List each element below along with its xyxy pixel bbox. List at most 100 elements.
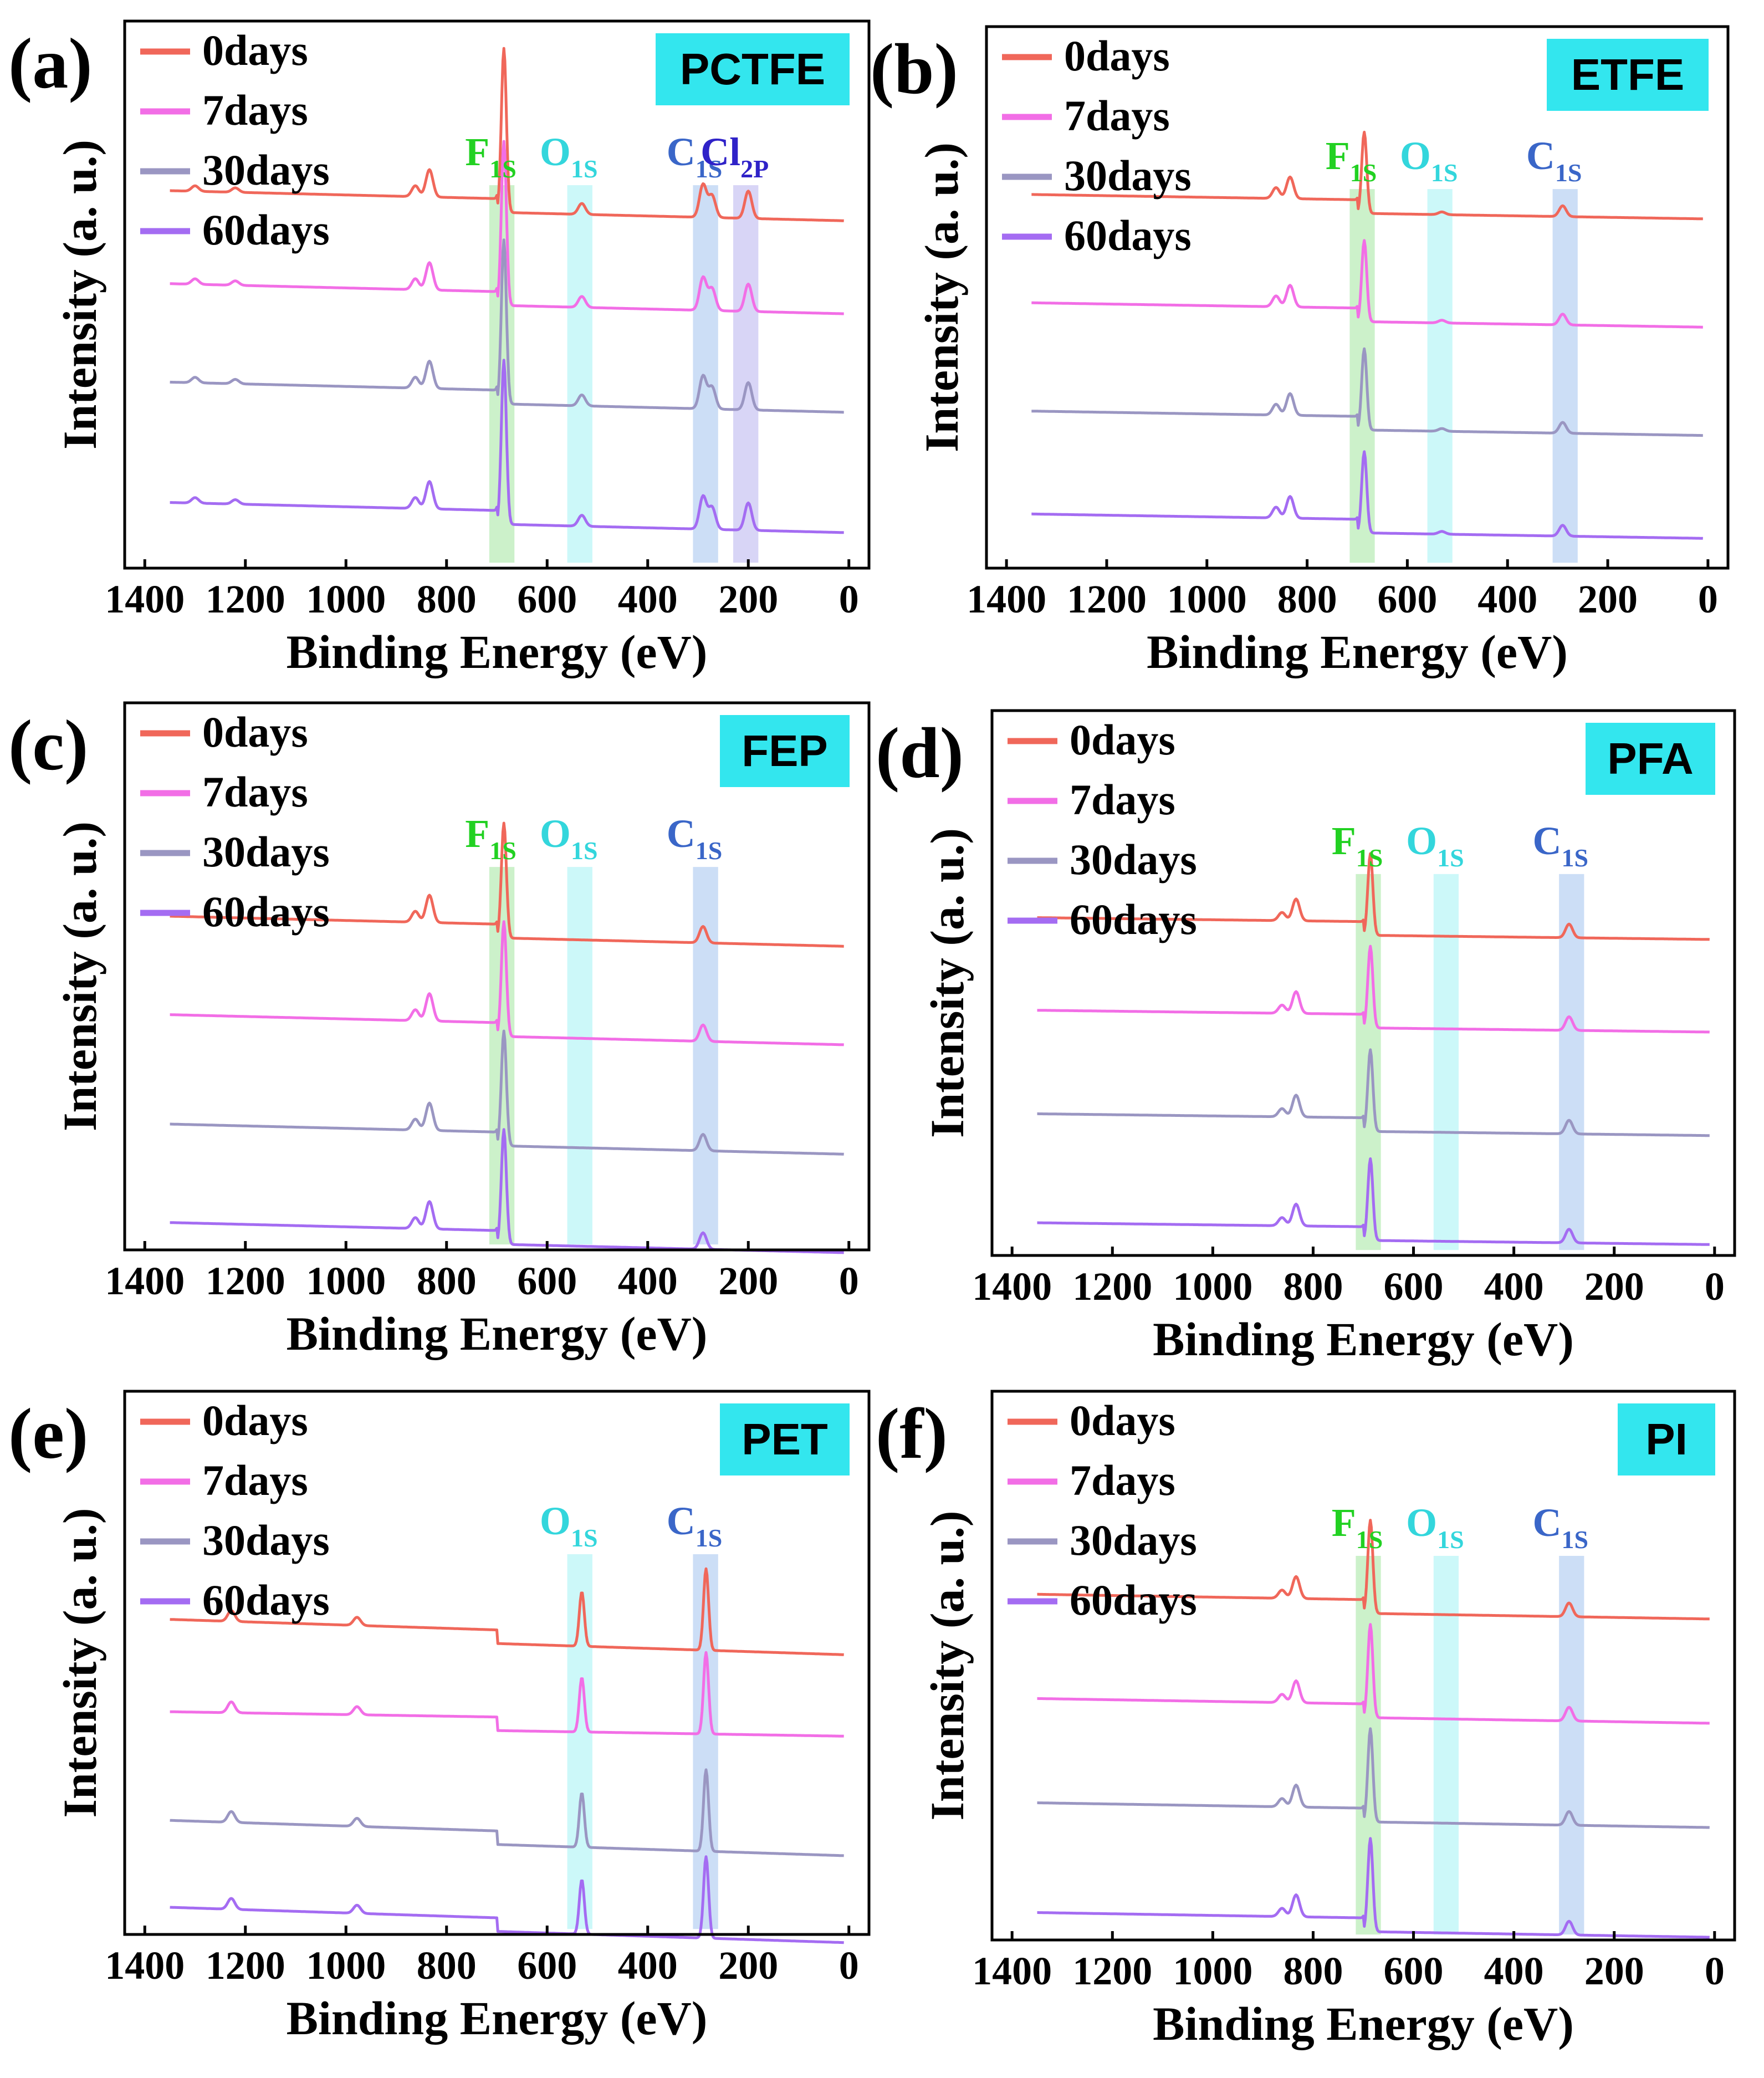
region-label-sub: 1S <box>1561 1525 1588 1554</box>
region-label-main: O <box>540 811 571 856</box>
y-axis-label: Intensity (a. u.) <box>53 821 106 1131</box>
chart-panel-pi: 1400 1200 1000 800 600 400 200 0 Binding Energy … <box>876 1390 1736 2050</box>
legend-label-7days: 7days <box>1070 1456 1175 1504</box>
x-axis-label: Binding Energy (eV) <box>287 1992 708 2045</box>
x-tick-label: 400 <box>1484 1949 1544 1993</box>
legend-label-60days: 60days <box>202 887 330 936</box>
chart-panel-pfa: 1400 1200 1000 800 600 400 200 0 Binding Energy … <box>876 709 1736 1366</box>
material-tag: PCTFE <box>656 33 850 105</box>
x-tick-label: 1200 <box>1072 1264 1152 1309</box>
spectrum-line-0days <box>170 821 845 948</box>
x-tick-label: 600 <box>517 577 577 621</box>
x-tick-label: 1400 <box>972 1949 1052 1993</box>
legend-label-7days: 7days <box>1070 775 1175 824</box>
region-label-sub: 1S <box>1350 159 1377 187</box>
x-tick-label: 200 <box>718 1259 778 1303</box>
region-label-sub: 1S <box>571 836 598 865</box>
x-tick-label: 800 <box>1277 577 1337 621</box>
region-cl-2p <box>733 185 759 563</box>
legend-label-60days: 60days <box>202 1576 330 1624</box>
spectrum-line-7days <box>170 140 845 315</box>
region-label: O1S <box>1406 819 1464 872</box>
spectrum-line-0days <box>170 1567 845 1656</box>
material-tag: FEP <box>720 715 850 787</box>
x-tick-label: 600 <box>1384 1949 1444 1993</box>
panel-label: (e) <box>8 1394 88 1474</box>
material-tag-label: PCTFE <box>680 44 825 94</box>
legend-label-30days: 30days <box>1064 151 1192 200</box>
spectrum-line-0days <box>1036 852 1710 941</box>
y-axis-label: Intensity (a. u.) <box>921 828 974 1138</box>
x-axis-label: Binding Energy (eV) <box>1153 1313 1574 1366</box>
region-label: O1S <box>540 1499 598 1552</box>
legend-label-7days: 7days <box>1064 91 1170 140</box>
region-label-main: O <box>1400 134 1431 178</box>
region-o-1s <box>1433 1556 1459 1935</box>
legend-label-0days: 0days <box>202 708 308 756</box>
region-label: C1S <box>667 1499 723 1552</box>
x-tick-label: 400 <box>1484 1264 1544 1309</box>
legend-label-0days: 0days <box>202 1396 308 1444</box>
legend-label-0days: 0days <box>1070 1396 1175 1444</box>
region-label: O1S <box>540 811 598 865</box>
region-label-main: C <box>1526 134 1555 178</box>
region-label-sub: 1S <box>1561 844 1588 872</box>
panel-label: (c) <box>8 706 88 785</box>
region-label: C1S <box>1532 1500 1588 1554</box>
plot-frame <box>990 709 1736 1257</box>
x-tick-label: 1400 <box>105 1943 185 1988</box>
region-label: C1S <box>1532 819 1588 872</box>
region-label-sub: 1S <box>1437 1525 1464 1554</box>
x-tick-label: 1400 <box>105 1259 185 1303</box>
legend-label-0days: 0days <box>202 26 308 74</box>
x-tick-label: 200 <box>1578 577 1638 621</box>
material-tag: PET <box>720 1403 850 1475</box>
spectrum-line-30days <box>1031 347 1704 437</box>
y-axis-label: Intensity (a. u.) <box>921 1510 974 1820</box>
x-tick-label: 800 <box>417 577 477 621</box>
panel-label: (b) <box>870 29 958 109</box>
legend-label-0days: 0days <box>1070 716 1175 764</box>
spectrum-line-60days <box>1036 1157 1710 1246</box>
spectrum-line-7days <box>170 1651 845 1738</box>
region-label-main: C <box>1532 1500 1561 1545</box>
region-label-sub: 1S <box>696 1524 723 1552</box>
x-tick-label: 200 <box>1584 1264 1644 1309</box>
x-tick-label: 0 <box>839 577 859 621</box>
region-label-sub: 1S <box>1437 844 1464 872</box>
x-tick-label: 400 <box>618 1259 678 1303</box>
region-label-main: F <box>465 811 489 856</box>
material-tag: PI <box>1618 1403 1715 1475</box>
region-label-sub: 1S <box>571 155 598 183</box>
region-label-sub: 1S <box>1356 1525 1383 1554</box>
region-o-1s <box>567 185 592 563</box>
region-c-1s <box>1559 1556 1584 1935</box>
region-label: F1S <box>1332 819 1383 872</box>
region-o-1s <box>567 867 592 1245</box>
material-tag-box <box>1547 39 1709 111</box>
x-tick-label: 200 <box>718 577 778 621</box>
spectrum-line-60days <box>1031 450 1704 540</box>
x-axis-label: Binding Energy (eV) <box>287 625 708 678</box>
legend-label-0days: 0days <box>1064 32 1170 80</box>
material-tag-label: ETFE <box>1571 50 1684 99</box>
region-label: O1S <box>1406 1500 1464 1554</box>
region-label-main: O <box>540 1499 571 1543</box>
region-o-1s <box>1427 189 1453 563</box>
panel-label: (a) <box>8 24 93 104</box>
y-axis-label: Intensity (a. u.) <box>915 142 968 452</box>
x-tick-label: 1200 <box>206 577 285 621</box>
y-axis-label: Intensity (a. u.) <box>53 1508 106 1817</box>
material-tag: PFA <box>1586 723 1715 795</box>
x-tick-label: 1000 <box>306 1943 386 1988</box>
x-tick-label: 600 <box>517 1259 577 1303</box>
region-label-sub: 1S <box>1555 159 1582 187</box>
legend-label-30days: 30days <box>202 1516 330 1564</box>
x-tick-label: 1200 <box>206 1259 285 1303</box>
spectrum-line-60days <box>170 359 845 534</box>
spectrum-line-30days <box>1036 1727 1710 1829</box>
plot-frame <box>123 701 871 1252</box>
spectrum-line-0days <box>1031 130 1704 221</box>
